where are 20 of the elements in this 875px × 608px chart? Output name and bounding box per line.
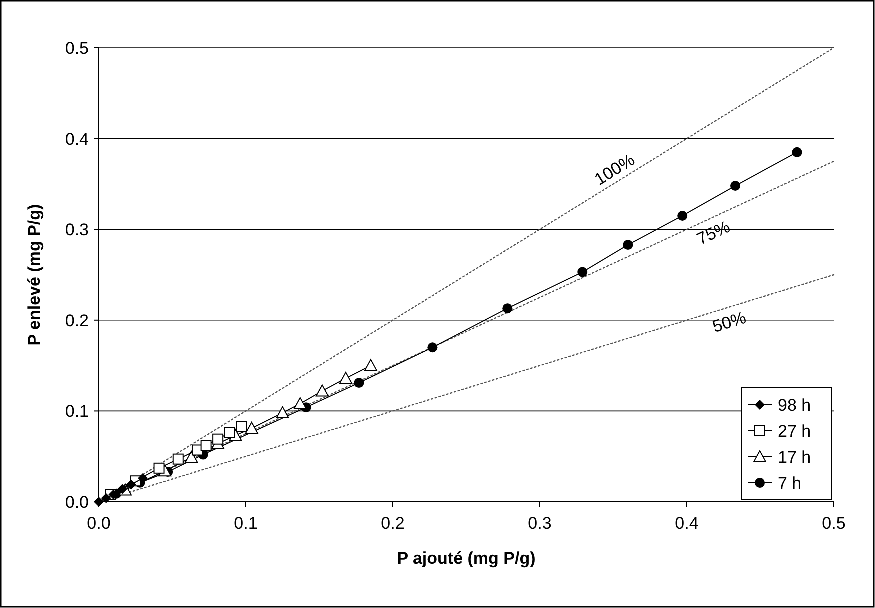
y-tick-label: 0.2: [65, 311, 89, 330]
x-tick-label: 0.3: [528, 514, 552, 533]
x-tick-label: 0.5: [822, 514, 846, 533]
y-tick-label: 0.5: [65, 38, 89, 58]
x-tick-label: 0.2: [381, 514, 405, 533]
y-tick-label: 0.4: [65, 130, 89, 149]
annotation: 75%: [694, 217, 734, 249]
x-tick-label: 0.4: [675, 514, 699, 533]
annotation: 50%: [710, 308, 749, 337]
legend-label: 27 h: [778, 422, 812, 441]
y-tick-label: 0.1: [65, 402, 89, 422]
x-tick-label: 0.0: [87, 514, 111, 533]
legend-label: 7 h: [778, 474, 802, 493]
x-axis-title: P ajouté (mg P/g): [397, 549, 536, 568]
x-tick-label: 0.1: [234, 514, 258, 533]
y-tick-label: 0.0: [65, 492, 89, 512]
y-tick-label: 0.3: [65, 220, 89, 240]
legend-label: 98 h: [778, 396, 812, 415]
y-axis-title: P enlevé (mg P/g): [25, 204, 44, 346]
legend-label: 17 h: [778, 448, 812, 467]
